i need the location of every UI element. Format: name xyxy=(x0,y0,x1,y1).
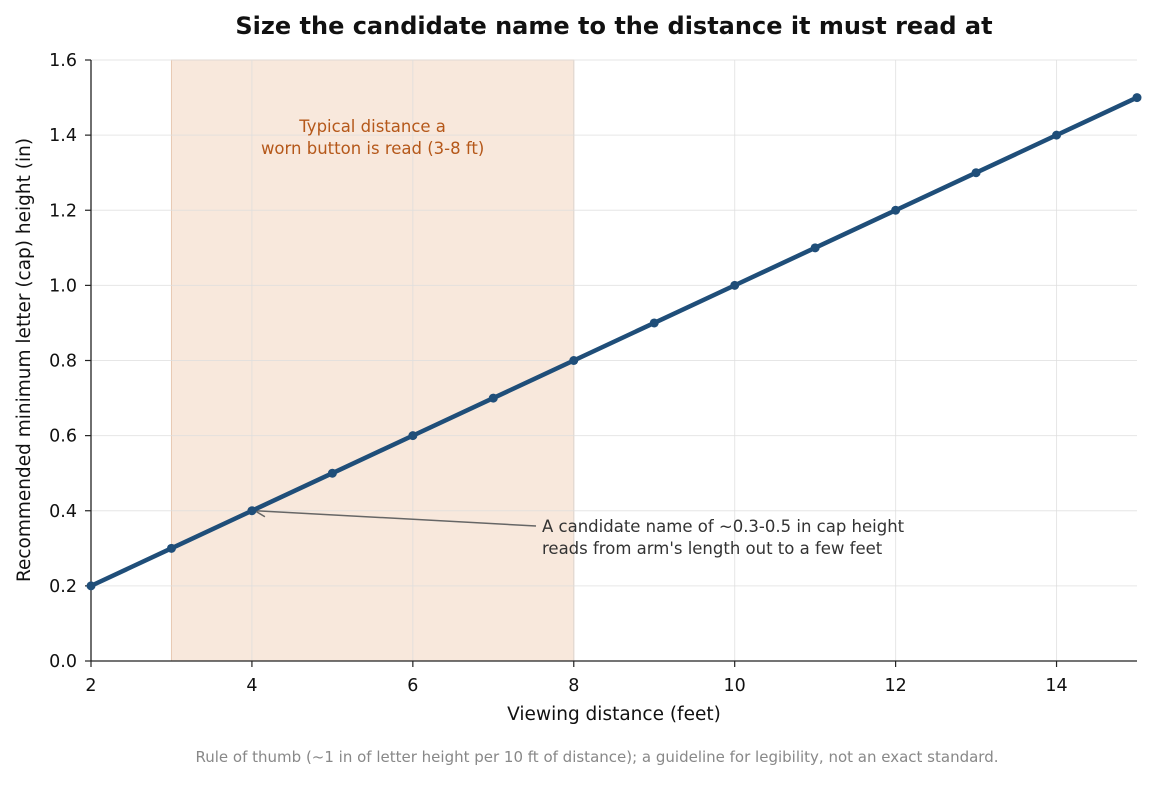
chart-caption: Rule of thumb (~1 in of letter height pe… xyxy=(196,748,999,766)
y-tick-label: 1.2 xyxy=(49,201,77,221)
y-tick-label: 1.6 xyxy=(49,51,77,71)
data-point xyxy=(730,280,740,290)
annotation-arrow xyxy=(255,510,537,527)
data-point xyxy=(1132,93,1142,103)
series-polyline xyxy=(88,95,1140,589)
data-point xyxy=(810,243,820,253)
x-tick-label: 2 xyxy=(85,676,96,696)
data-points xyxy=(86,93,1142,591)
annotation: A candidate name of ~0.3-0.5 in cap heig… xyxy=(253,505,905,558)
data-point xyxy=(1052,130,1062,140)
x-tick-label: 4 xyxy=(246,676,257,696)
x-tick-label: 12 xyxy=(884,676,906,696)
band-label-line: Typical distance a xyxy=(298,117,446,136)
x-tick-label: 10 xyxy=(724,676,746,696)
y-axis-label: Recommended minimum letter (cap) height … xyxy=(14,138,35,582)
y-tick-label: 0.2 xyxy=(49,577,77,597)
data-point xyxy=(891,205,901,215)
x-axis-label: Viewing distance (feet) xyxy=(507,704,721,725)
annotation-text-line: reads from arm's length out to a few fee… xyxy=(542,539,883,558)
band-label-line: worn button is read (3-8 ft) xyxy=(261,139,484,158)
y-tick-label: 1.0 xyxy=(49,276,77,296)
y-tick-labels: 0.0 0.2 0.4 0.6 0.8 1.0 1.2 1.4 1.6 xyxy=(49,51,77,672)
data-point xyxy=(649,318,659,328)
x-tick-label: 6 xyxy=(407,676,418,696)
y-tick-label: 0.6 xyxy=(49,427,77,447)
chart-title: Size the candidate name to the distance … xyxy=(235,12,992,40)
data-point xyxy=(569,356,579,365)
y-tick-label: 0.4 xyxy=(49,502,77,522)
annotation-text-line: A candidate name of ~0.3-0.5 in cap heig… xyxy=(542,517,905,536)
x-tick-labels: 2 4 6 8 10 12 14 xyxy=(85,676,1067,696)
x-tick-label: 8 xyxy=(568,676,579,696)
y-tick-label: 1.4 xyxy=(49,126,77,146)
data-point xyxy=(327,468,337,478)
series-line xyxy=(88,95,1140,589)
data-point xyxy=(166,543,176,553)
band-label: Typical distance a worn button is read (3… xyxy=(261,117,484,158)
data-point xyxy=(488,393,498,403)
x-tick-label: 14 xyxy=(1045,676,1067,696)
data-point xyxy=(408,431,418,441)
data-point xyxy=(971,168,981,178)
y-tick-label: 0.8 xyxy=(49,352,77,372)
data-point xyxy=(86,581,96,591)
y-tick-label: 0.0 xyxy=(49,652,77,672)
data-point xyxy=(247,506,257,516)
